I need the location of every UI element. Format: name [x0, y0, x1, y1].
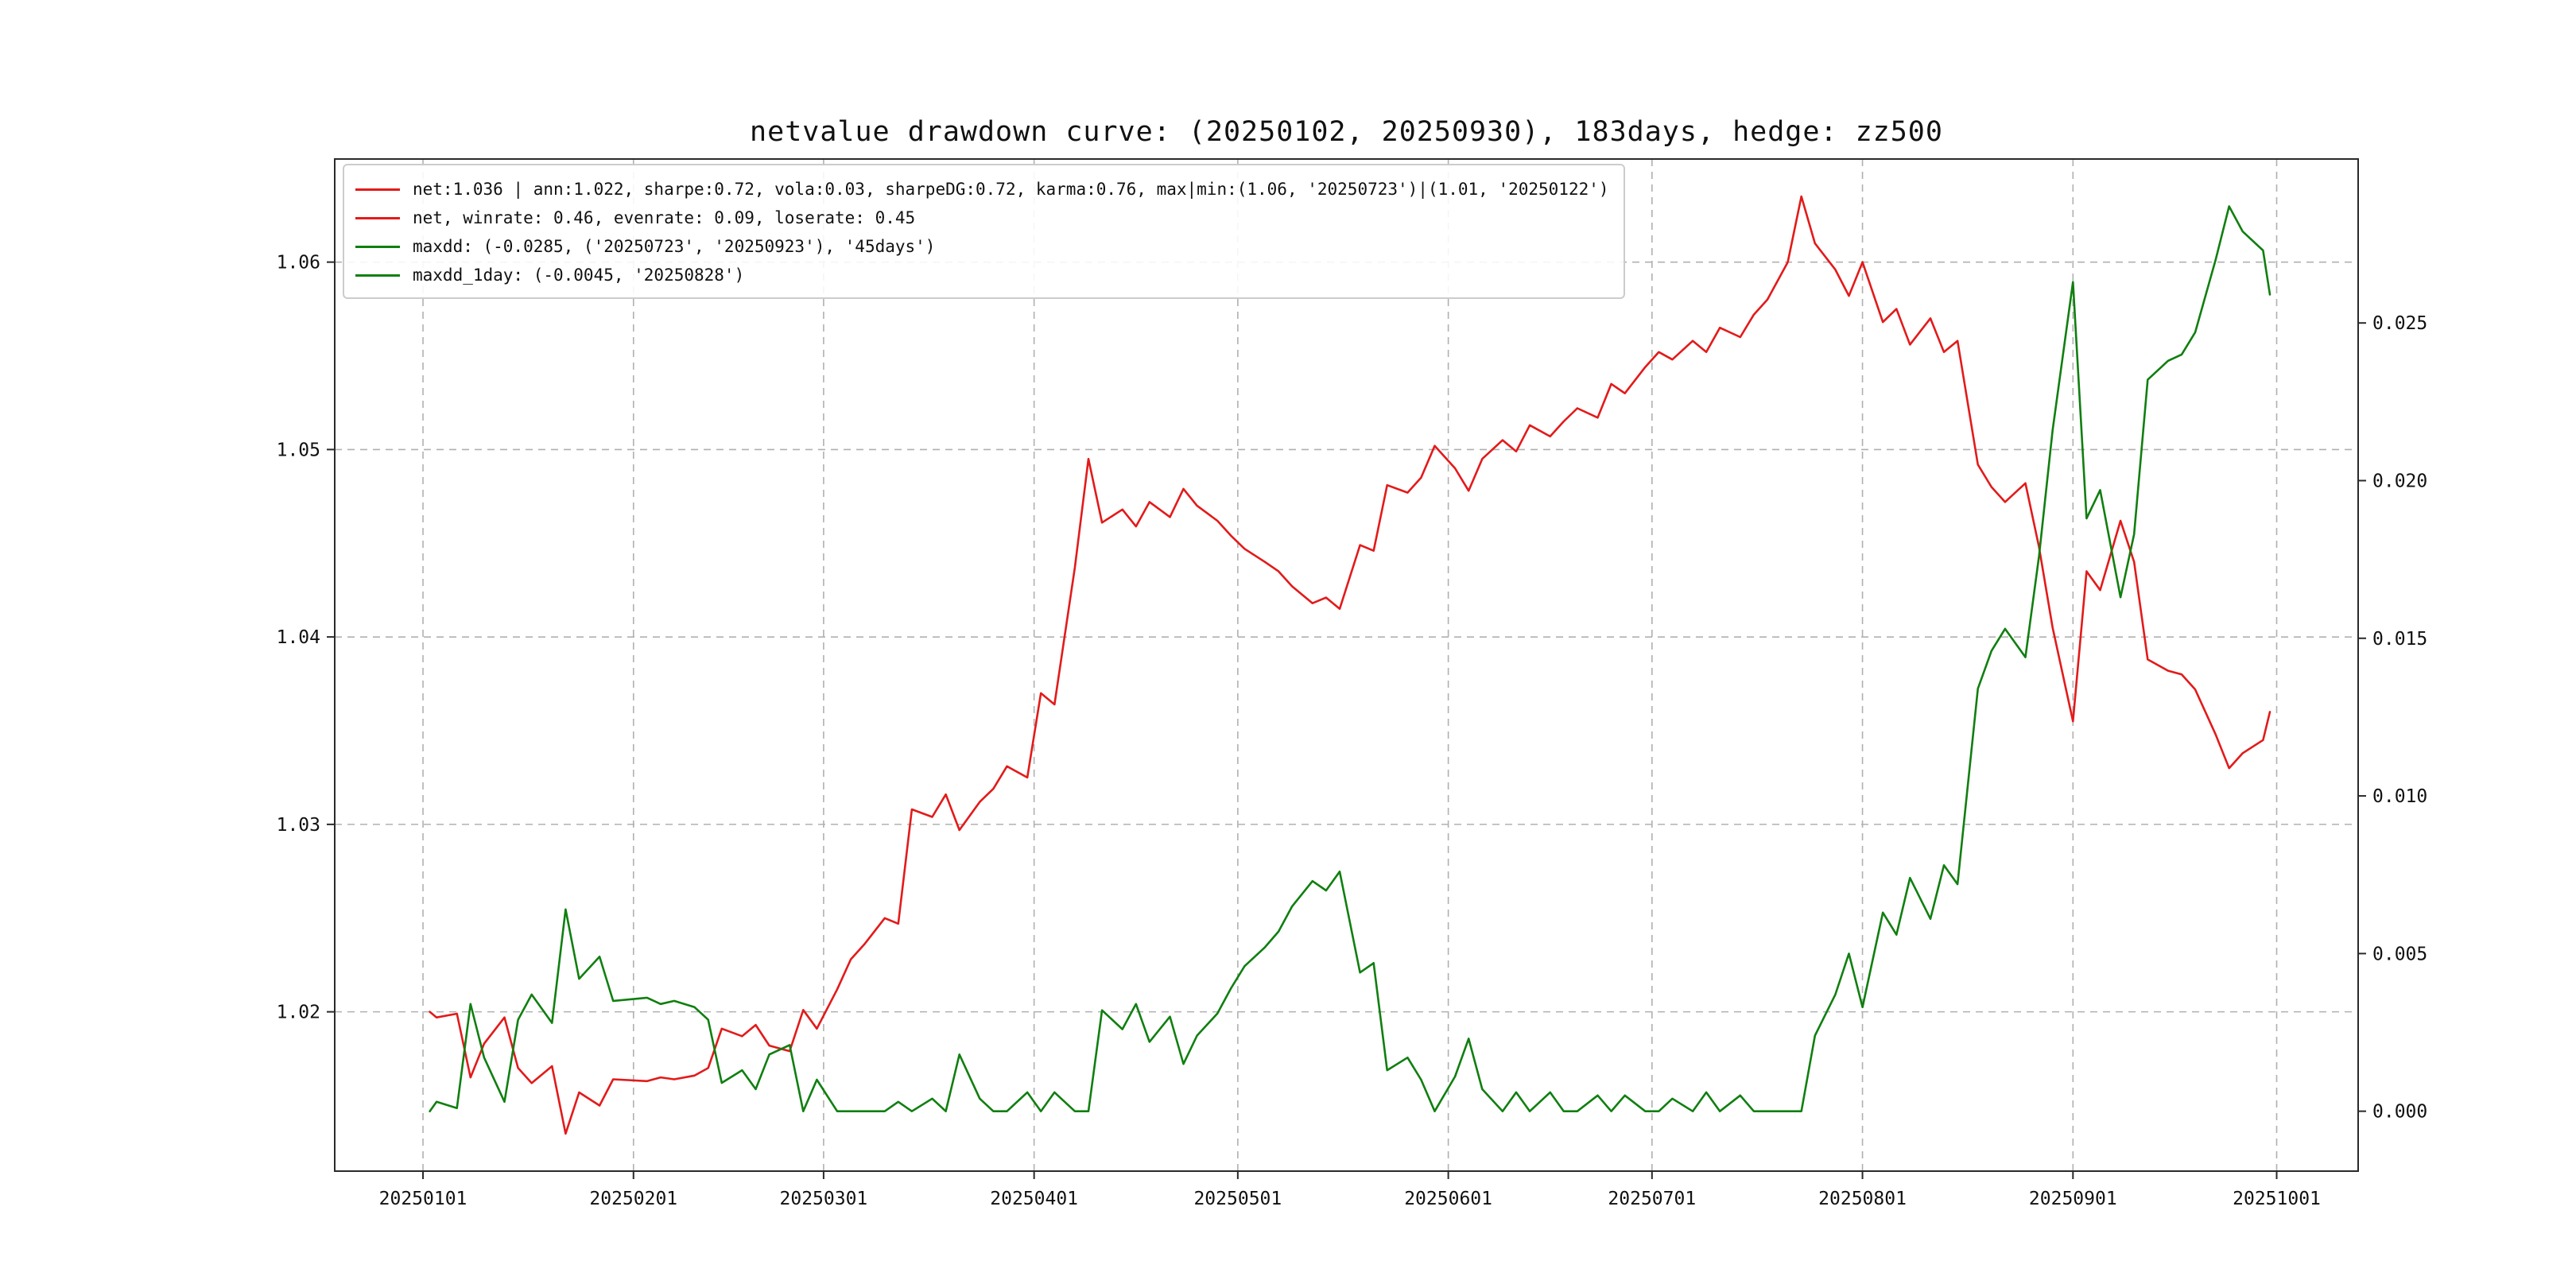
drawdown-line	[429, 205, 2271, 1112]
left-tick-label: 1.02	[277, 1003, 320, 1023]
right-tick-label: 0.015	[2372, 629, 2427, 650]
legend-line-sample	[355, 188, 400, 191]
right-tick-label: 0.020	[2372, 471, 2427, 492]
left-tick-label: 1.06	[277, 253, 320, 274]
chart-title: netvalue drawdown curve: (20250102, 2025…	[750, 116, 1943, 148]
left-tick-label: 1.04	[277, 627, 320, 648]
left-tick-label: 1.03	[277, 815, 320, 836]
legend-label: net:1.036 | ann:1.022, sharpe:0.72, vola…	[413, 180, 1609, 199]
x-tick-label: 20250801	[1818, 1189, 1907, 1209]
right-tick-label: 0.010	[2372, 786, 2427, 807]
legend-entry: net, winrate: 0.46, evenrate: 0.09, lose…	[355, 204, 1609, 232]
x-tick-label: 20250101	[379, 1189, 467, 1209]
legend: net:1.036 | ann:1.022, sharpe:0.72, vola…	[343, 164, 1625, 299]
x-tick-label: 20250201	[589, 1189, 677, 1209]
legend-label: maxdd: (-0.0285, ('20250723', '20250923'…	[413, 237, 936, 256]
legend-entry: maxdd: (-0.0285, ('20250723', '20250923'…	[355, 232, 1609, 261]
x-tick-label: 20250401	[990, 1189, 1078, 1209]
x-tick-label: 20250501	[1193, 1189, 1282, 1209]
legend-line-sample	[355, 245, 400, 248]
plot-border	[334, 158, 2359, 1172]
legend-entry: net:1.036 | ann:1.022, sharpe:0.72, vola…	[355, 175, 1609, 204]
left-tick-label: 1.05	[277, 440, 320, 460]
right-tick-label: 0.005	[2372, 944, 2427, 964]
legend-line-sample	[355, 216, 400, 219]
x-tick-label: 20250601	[1404, 1189, 1492, 1209]
x-tick-label: 20250701	[1608, 1189, 1696, 1209]
right-tick-label: 0.025	[2372, 313, 2427, 334]
legend-label: net, winrate: 0.46, evenrate: 0.09, lose…	[413, 208, 916, 227]
legend-line-sample	[355, 274, 400, 277]
x-tick-label: 20250901	[2029, 1189, 2117, 1209]
net-line	[429, 195, 2271, 1135]
legend-entry: maxdd_1day: (-0.0045, '20250828')	[355, 261, 1609, 289]
right-tick-label: 0.000	[2372, 1102, 2427, 1123]
x-tick-label: 20251001	[2233, 1189, 2321, 1209]
x-tick-label: 20250301	[780, 1189, 868, 1209]
legend-label: maxdd_1day: (-0.0045, '20250828')	[413, 266, 745, 285]
